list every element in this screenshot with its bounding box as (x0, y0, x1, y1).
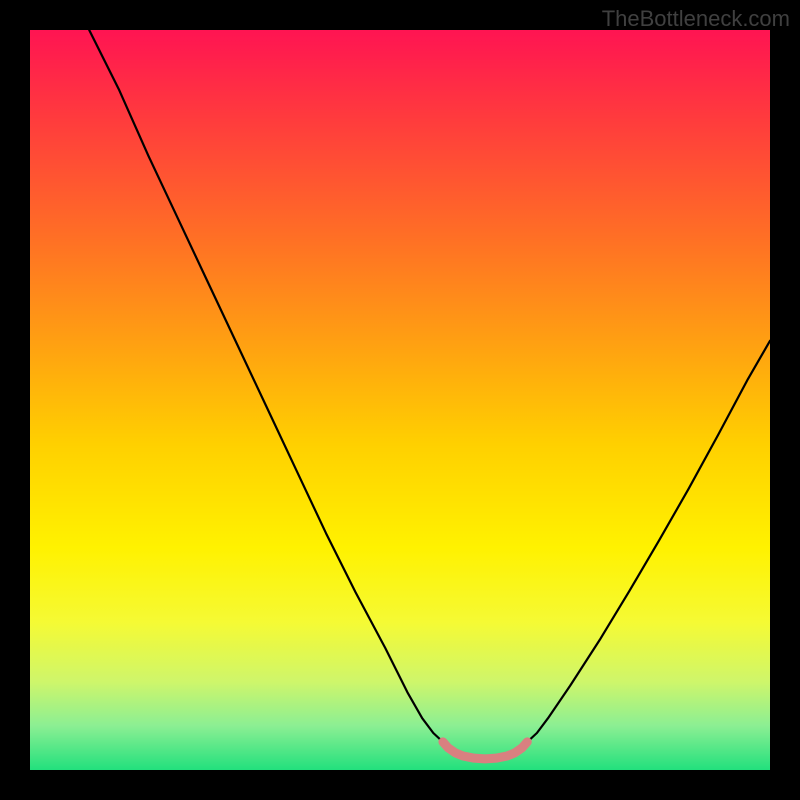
watermark-text: TheBottleneck.com (602, 6, 790, 32)
chart-svg (0, 0, 800, 800)
bottleneck-chart: TheBottleneck.com (0, 0, 800, 800)
